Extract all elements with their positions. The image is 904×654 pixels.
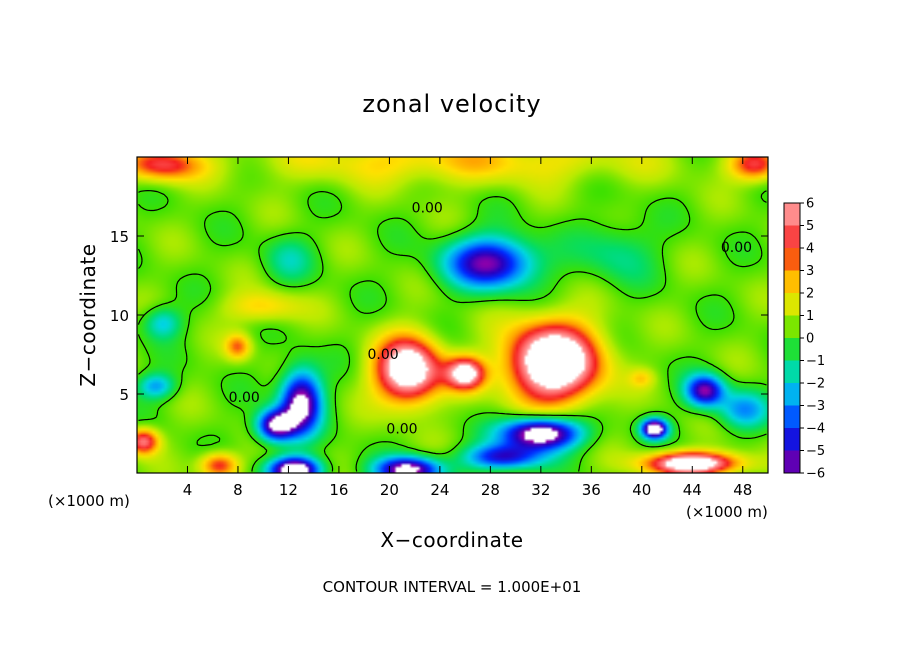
colorbar-tick-label: 1 — [806, 309, 814, 324]
colorbar: 6 5 4 3 2 1 0 −1 −2 −3 −4 −5 −6 — [783, 197, 825, 482]
contour-label: 0.00 — [412, 200, 443, 216]
colorbar-cell — [784, 248, 800, 271]
colorbar-tick-label: −5 — [806, 444, 825, 459]
colorbar-tick-label: 3 — [806, 264, 814, 279]
x-unit-label-right: (×1000 m) — [686, 503, 768, 521]
x-axis-label: X−coordinate — [380, 528, 523, 552]
contour-label: 0.00 — [368, 347, 399, 363]
contour-labels: 0.00 0.00 0.00 0.00 0.00 — [229, 200, 752, 437]
colorbar-tick-label: 0 — [806, 332, 814, 347]
heatmap-field — [137, 157, 768, 473]
plot-area: 0.000.000.000.000.00 4 8 12 16 20 24 28 32 36 40 4… — [110, 156, 769, 499]
y-axis-label: Z−coordinate — [76, 243, 100, 386]
x-tick-label: 12 — [279, 481, 298, 499]
x-tick-label: 40 — [632, 481, 651, 499]
colorbar-ticks: 6 5 4 3 2 1 0 −1 −2 −3 −4 −5 −6 — [800, 197, 825, 482]
x-tick-label: 48 — [733, 481, 752, 499]
colorbar-tick-label: 2 — [806, 287, 814, 302]
colorbar-tick-label: −1 — [806, 354, 825, 369]
colorbar-tick-label: −6 — [806, 467, 825, 482]
zero-contours — [137, 190, 767, 472]
colorbar-cell — [784, 383, 800, 406]
colorbar-cells — [784, 203, 800, 474]
y-tick-label: 10 — [110, 307, 129, 325]
colorbar-cell — [784, 428, 800, 451]
colorbar-cell — [784, 450, 800, 474]
contour-label: 0.00 — [229, 390, 260, 406]
colorbar-cell — [784, 293, 800, 316]
colorbar-cell — [784, 225, 800, 249]
x-tick-label: 24 — [430, 481, 449, 499]
contour-label: 0.00 — [721, 240, 752, 256]
zero-contour-line — [137, 190, 767, 472]
colorbar-cell — [784, 338, 800, 361]
y-axis-ticks: 5 10 15 — [110, 228, 768, 404]
colorbar-cell — [784, 270, 800, 294]
x-tick-label: 28 — [481, 481, 500, 499]
colorbar-tick-label: −2 — [806, 377, 825, 392]
x-unit-label-left: (×1000 m) — [48, 492, 130, 510]
x-tick-label: 8 — [233, 481, 243, 499]
colorbar-tick-label: 5 — [806, 219, 814, 234]
colorbar-tick-label: −3 — [806, 399, 825, 414]
colorbar-cell — [784, 405, 800, 429]
x-tick-label: 44 — [683, 481, 702, 499]
colorbar-tick-label: 4 — [806, 242, 814, 257]
y-tick-label: 5 — [119, 386, 129, 404]
chart-title: zonal velocity — [362, 90, 541, 118]
colorbar-tick-label: −4 — [806, 422, 825, 437]
x-tick-label: 4 — [183, 481, 193, 499]
colorbar-tick-label: 6 — [806, 197, 814, 212]
contour-label: 0.00 — [386, 422, 417, 438]
colorbar-cell — [784, 360, 800, 384]
x-tick-label: 32 — [531, 481, 550, 499]
colorbar-cell — [784, 203, 800, 226]
contour-interval-note: CONTOUR INTERVAL = 1.000E+01 — [323, 578, 582, 596]
colorbar-cell — [784, 315, 800, 339]
x-tick-label: 16 — [329, 481, 348, 499]
x-tick-label: 36 — [582, 481, 601, 499]
y-tick-label: 15 — [110, 228, 129, 246]
x-tick-label: 20 — [380, 481, 399, 499]
x-axis-ticks: 4 8 12 16 20 24 28 32 36 40 44 48 — [183, 157, 752, 499]
